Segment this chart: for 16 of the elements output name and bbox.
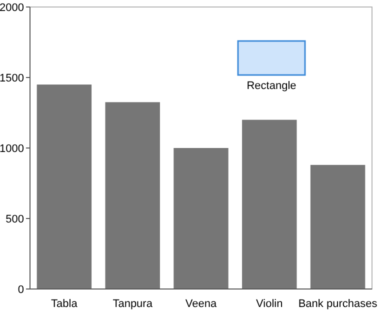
y-tick-label: 0 (18, 284, 24, 296)
x-tick-label: Tabla (51, 298, 78, 310)
y-tick-label: 1000 (0, 142, 24, 155)
y-tick-label: 1500 (0, 72, 24, 84)
y-tick-label: 2000 (0, 2, 24, 14)
y-tick-label: 500 (6, 213, 24, 226)
bar (105, 102, 160, 289)
x-tick-label: Violin (256, 298, 283, 310)
x-tick-label: Tanpura (112, 298, 154, 310)
bar (242, 120, 297, 289)
bar (36, 84, 92, 289)
bar (174, 148, 228, 289)
bar (310, 164, 366, 289)
annotation: Rectangle (246, 80, 296, 92)
x-tick-label: Bank purchases (298, 298, 378, 310)
x-tick-label: Veena (185, 298, 218, 310)
